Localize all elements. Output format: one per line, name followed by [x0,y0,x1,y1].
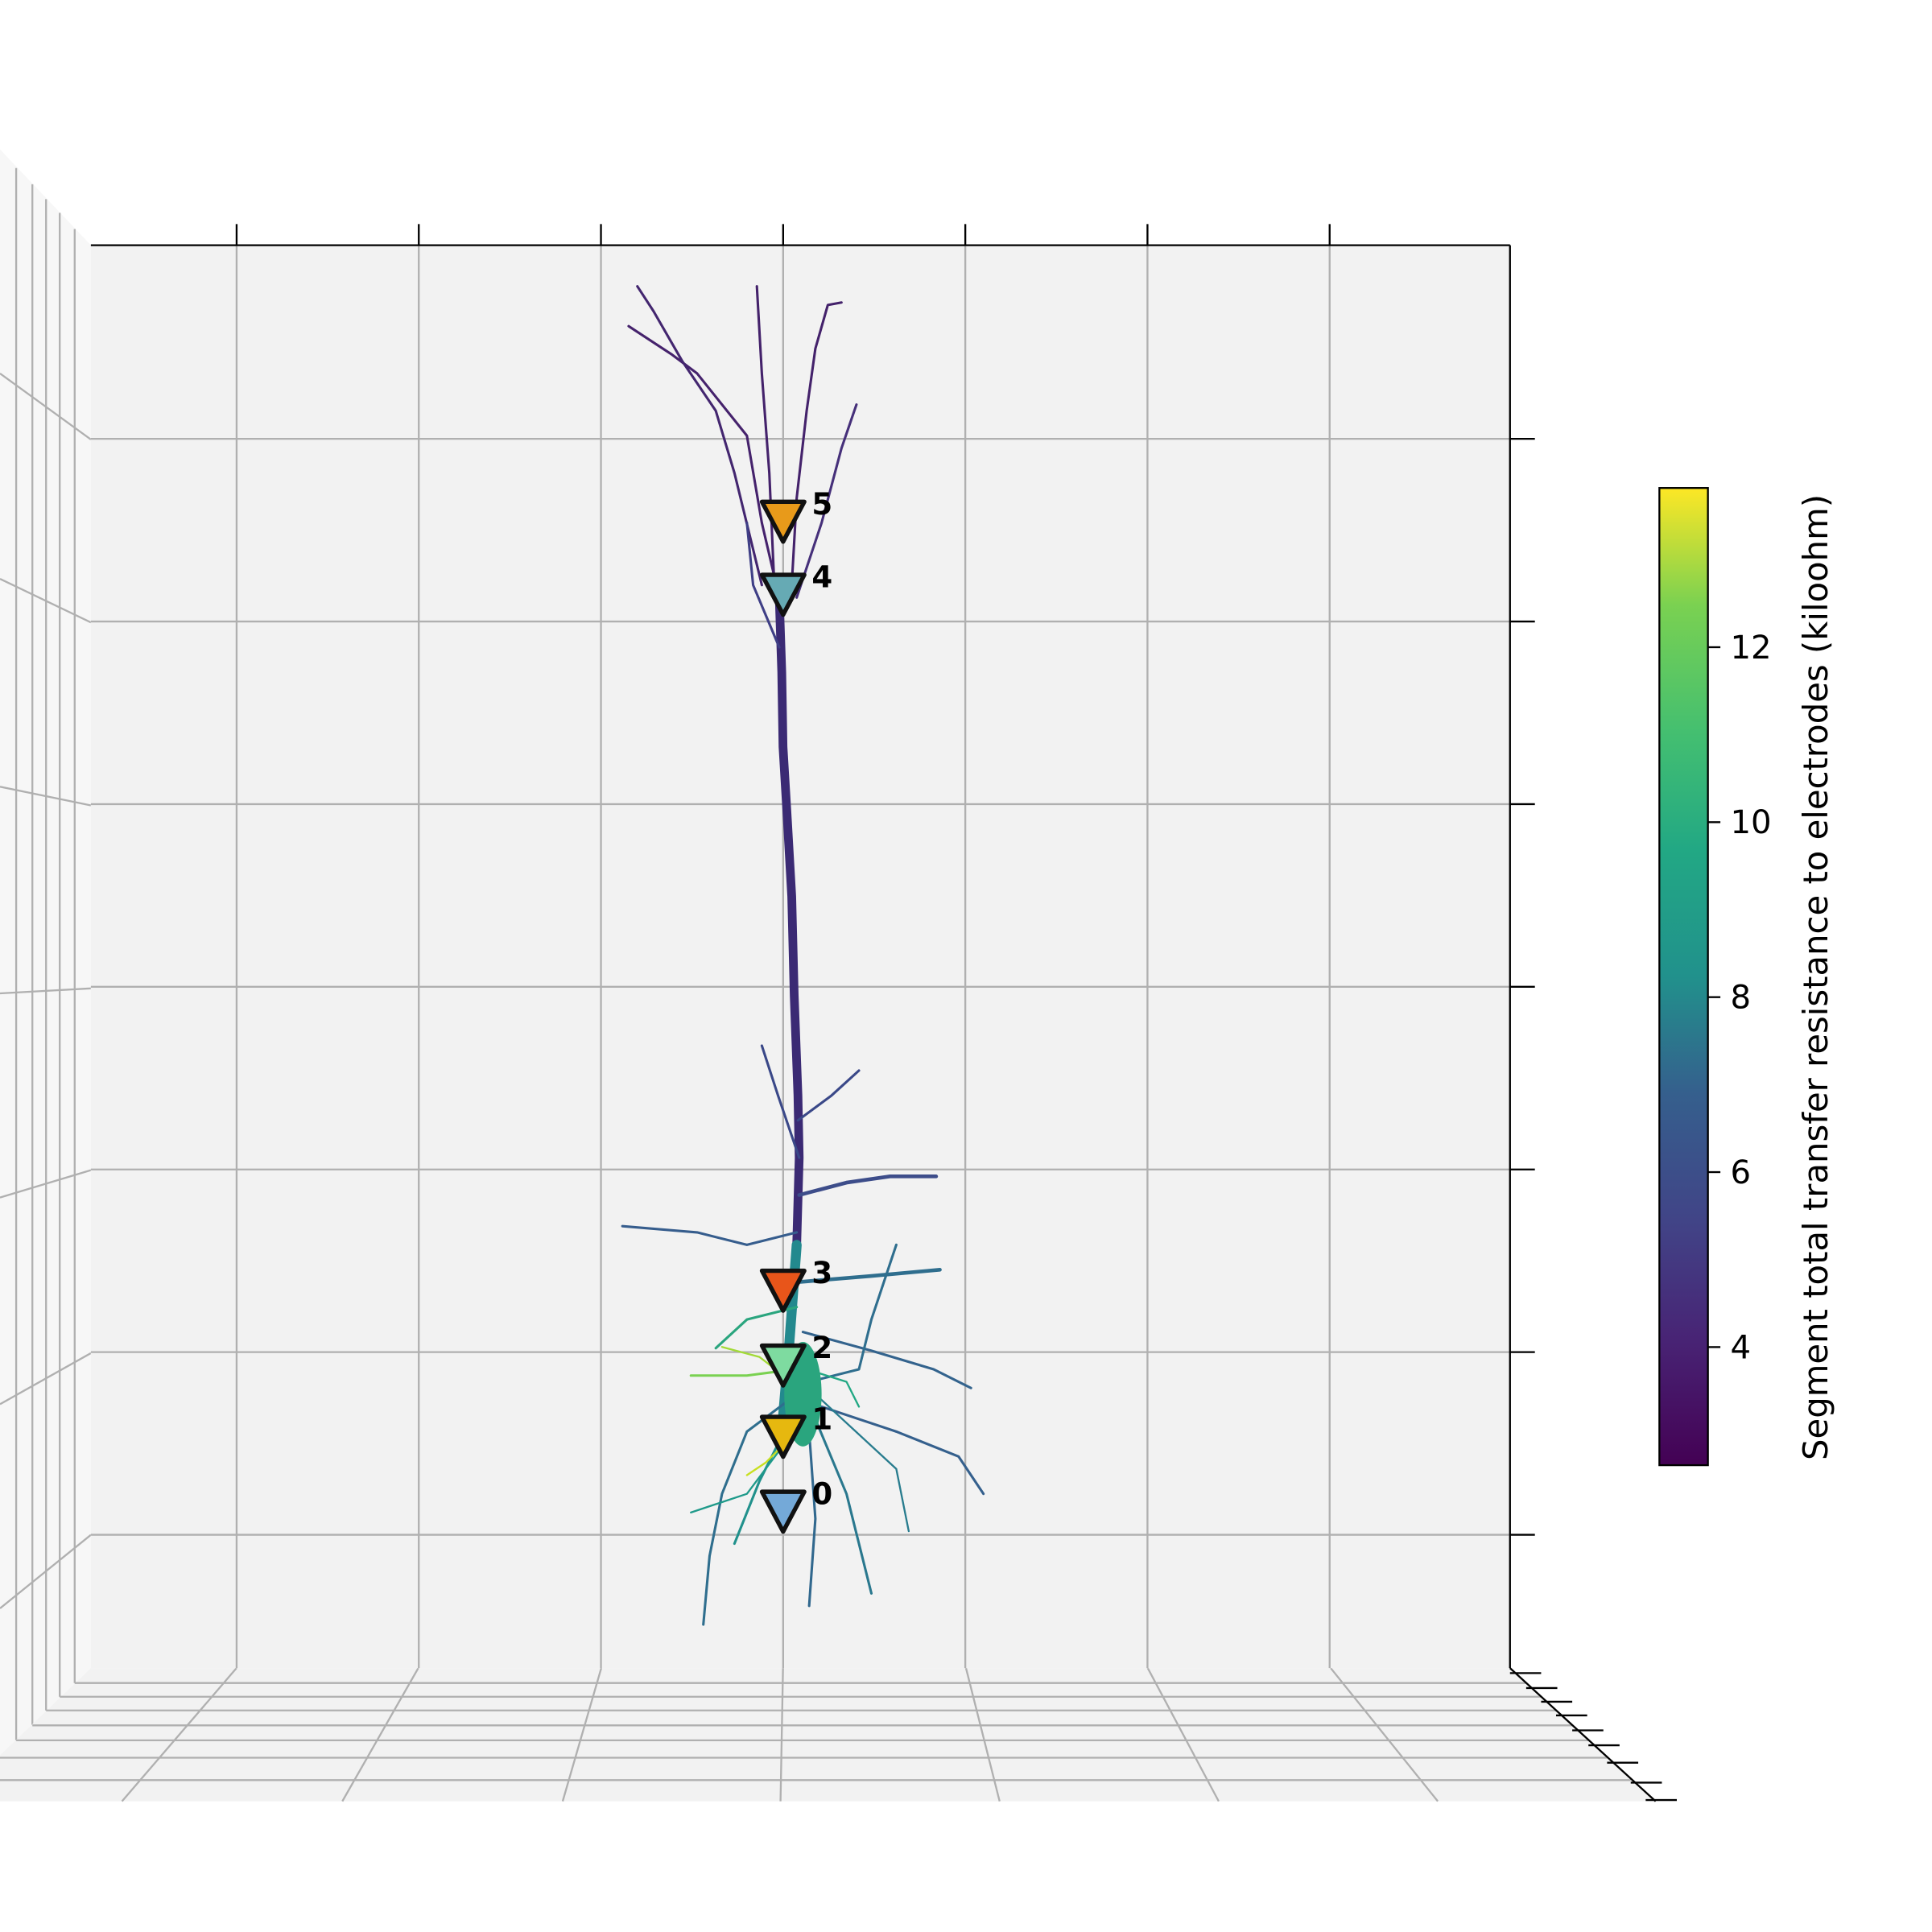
neurite [714,1306,799,1350]
left-pane-grid [0,167,92,1740]
colorbar-ticks: 4 6 8 10 12 [1707,630,1772,1366]
neurite [801,1331,972,1389]
neurite [807,1430,817,1608]
colorbar-tick-label: 12 [1730,630,1771,667]
electrode-marker [759,1343,807,1388]
colorbar [1658,487,1709,1467]
electrodes: 0 1 2 3 4 5 [759,487,832,1534]
neurite [745,521,781,649]
neurite [814,1418,873,1595]
electrode-label: 1 [811,1402,832,1437]
colorbar-tick-label: 10 [1730,804,1771,841]
neurite [796,1069,861,1122]
neurite [797,1174,939,1197]
electrode-label: 4 [811,560,832,595]
colorbar-tick-label: 6 [1730,1154,1751,1191]
neurite [795,403,858,599]
electrode-marker [759,499,807,544]
electrode-label: 2 [811,1331,832,1365]
neurite [621,1224,799,1246]
neurite [795,1268,942,1285]
electrode-label: 3 [811,1256,832,1290]
electrode-label: 0 [811,1477,832,1512]
neurite [760,1044,801,1159]
colorbar-tick-label: 8 [1730,980,1751,1017]
colorbar-tick-label: 4 [1730,1329,1751,1366]
neurite [636,285,763,587]
electrode-marker [759,1268,807,1313]
electrode-marker [759,572,807,617]
neurite [820,1405,985,1496]
electrode-marker [759,1489,807,1534]
colorbar-label: Segment total transfer resistance to ele… [1796,494,1835,1460]
neurite [814,1393,910,1533]
depth-ticks [1509,1667,1677,1802]
neurite [807,1243,898,1384]
neurite [755,285,776,587]
floor-grid [0,1667,1631,1802]
electrode-marker [759,1414,807,1459]
floor-pane [0,1668,1656,1802]
neurite [627,324,781,599]
electrode-label: 5 [811,487,832,522]
